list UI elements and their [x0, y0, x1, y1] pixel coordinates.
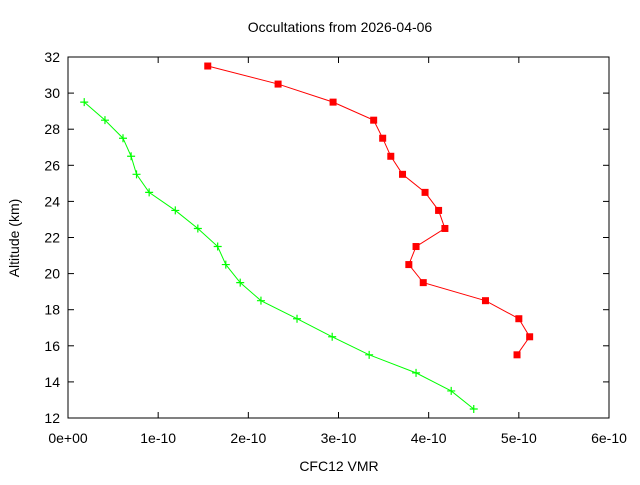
data-point: [328, 332, 337, 341]
y-tick-label: 22: [44, 230, 60, 246]
data-point: [435, 206, 443, 214]
y-tick-label: 12: [44, 410, 60, 426]
data-point: [441, 224, 449, 232]
data-point: [193, 224, 202, 233]
y-tick-label: 24: [44, 193, 60, 209]
data-point: [100, 116, 109, 125]
x-tick-label: 6e-10: [591, 430, 627, 446]
data-point: [329, 98, 337, 106]
data-point: [387, 152, 395, 160]
data-point: [274, 80, 282, 88]
x-tick-label: 1e-10: [140, 430, 176, 446]
data-point: [236, 278, 245, 287]
y-tick-label: 28: [44, 121, 60, 137]
chart-title: Occultations from 2026-04-06: [248, 19, 433, 35]
data-point: [171, 206, 180, 215]
x-tick-label: 5e-10: [501, 430, 537, 446]
data-point: [469, 404, 478, 413]
data-point: [412, 243, 420, 251]
data-point: [365, 350, 374, 359]
data-point: [256, 296, 265, 305]
data-point: [204, 62, 212, 70]
data-point: [412, 368, 421, 377]
x-tick-label: 0e+00: [48, 430, 88, 446]
x-tick-label: 2e-10: [230, 430, 266, 446]
data-point: [119, 134, 128, 143]
data-point: [213, 242, 222, 251]
data-point: [132, 170, 141, 179]
y-tick-label: 20: [44, 266, 60, 282]
data-point: [221, 260, 230, 269]
data-point: [379, 134, 387, 142]
y-tick-label: 26: [44, 157, 60, 173]
data-point: [405, 261, 413, 269]
data-point: [399, 170, 407, 178]
data-point: [145, 188, 154, 197]
data-point: [447, 386, 456, 395]
y-tick-label: 18: [44, 302, 60, 318]
data-point: [526, 333, 534, 341]
data-point: [80, 98, 89, 107]
y-axis-label: Altitude (km): [6, 199, 22, 278]
x-tick-label: 4e-10: [411, 430, 447, 446]
y-tick-label: 14: [44, 374, 60, 390]
y-tick-label: 30: [44, 85, 60, 101]
series-line-0: [207, 65, 531, 356]
data-point: [421, 188, 429, 196]
x-axis-label: CFC12 VMR: [299, 458, 378, 474]
plot-frame: [67, 56, 610, 419]
y-tick-label: 16: [44, 338, 60, 354]
data-point: [515, 315, 523, 323]
y-tick-label: 32: [44, 49, 60, 65]
data-point: [127, 152, 136, 161]
data-point: [419, 279, 427, 287]
data-point: [513, 351, 521, 359]
data-point: [481, 297, 489, 305]
data-point: [370, 116, 378, 124]
series-line-1: [83, 101, 475, 410]
data-point: [293, 314, 302, 323]
x-tick-label: 3e-10: [321, 430, 357, 446]
